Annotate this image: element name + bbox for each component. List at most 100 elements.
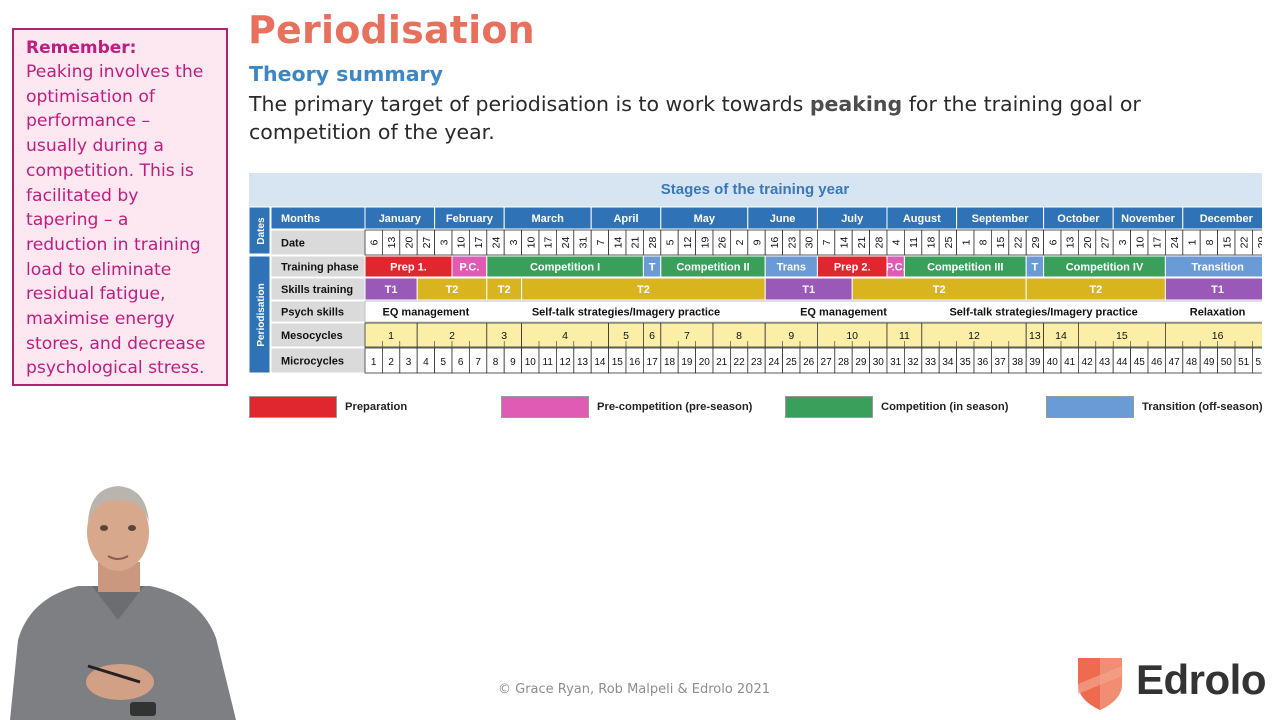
date-label: 10 bbox=[456, 237, 468, 249]
microcycle-label: 22 bbox=[734, 357, 746, 368]
date-label: 7 bbox=[821, 239, 833, 245]
month-header: June bbox=[770, 213, 796, 225]
month-header: September bbox=[972, 213, 1030, 225]
skills-training-cell bbox=[1164, 277, 1262, 301]
microcycle-label: 28 bbox=[838, 357, 850, 368]
date-label: 24 bbox=[1169, 237, 1181, 249]
date-label: 17 bbox=[473, 237, 485, 249]
microcycle-label: 14 bbox=[594, 357, 606, 368]
remember-line: usually during a bbox=[26, 136, 164, 157]
legend-swatch-transition bbox=[1046, 396, 1134, 418]
skills-training-label: T2 bbox=[446, 284, 459, 296]
legend-swatch-precompetition bbox=[501, 396, 589, 418]
section-subtitle: Theory summary bbox=[249, 62, 443, 86]
microcycle-label: 29 bbox=[855, 357, 867, 368]
psych-skills-label: Relaxation bbox=[1190, 307, 1246, 319]
mesocycle-label: 3 bbox=[501, 330, 507, 342]
mesocycle-label: 15 bbox=[1116, 330, 1128, 342]
month-header: April bbox=[613, 213, 638, 225]
training-phase-label: Competition II bbox=[676, 262, 749, 274]
row-label: Months bbox=[281, 213, 320, 225]
date-label: 10 bbox=[525, 237, 537, 249]
table-title: Stages of the training year bbox=[661, 181, 850, 198]
date-label: 30 bbox=[804, 237, 816, 249]
microcycle-label: 35 bbox=[960, 357, 972, 368]
date-cell bbox=[1252, 229, 1262, 256]
date-label: 14 bbox=[612, 237, 624, 249]
microcycle-label: 21 bbox=[716, 357, 728, 368]
psych-skills-label: EQ management bbox=[382, 307, 469, 319]
remember-line: maximise energy bbox=[26, 309, 175, 330]
skills-training-label: T2 bbox=[933, 284, 946, 296]
microcycle-label: 16 bbox=[629, 357, 641, 368]
side-label-dates: Dates bbox=[256, 217, 267, 245]
microcycle-label: 27 bbox=[821, 357, 833, 368]
remember-box: Remember: Peaking involves the optimisati… bbox=[12, 28, 228, 386]
date-label: 22 bbox=[1013, 237, 1025, 249]
row-label: Microcycles bbox=[281, 356, 344, 368]
remember-line: reduction in training bbox=[26, 234, 201, 255]
training-phase-label: P.C. bbox=[459, 262, 479, 274]
legend-label-competition: Competition (in season) bbox=[881, 401, 1009, 413]
microcycle-label: 49 bbox=[1203, 357, 1215, 368]
psych-row-outline bbox=[364, 300, 1262, 323]
remember-line: Peaking involves the bbox=[26, 62, 204, 82]
psych-skills-label: Self-talk strategies/Imagery practice bbox=[532, 307, 720, 319]
microcycle-label: 51 bbox=[1238, 357, 1250, 368]
remember-line: load to eliminate bbox=[26, 259, 172, 280]
microcycle-label: 3 bbox=[406, 357, 412, 368]
remember-line: optimisation of bbox=[26, 86, 155, 107]
date-label: 3 bbox=[508, 239, 520, 245]
date-label: 20 bbox=[1082, 237, 1094, 249]
date-label: 23 bbox=[786, 237, 798, 249]
microcycle-label: 30 bbox=[873, 357, 885, 368]
date-label: 11 bbox=[908, 237, 920, 248]
microcycle-label: 40 bbox=[1047, 357, 1059, 368]
mesocycle-label: 4 bbox=[562, 330, 568, 342]
training-year-table: Stages of the training year Dates Periodis… bbox=[249, 173, 1262, 376]
date-label: 4 bbox=[891, 239, 903, 245]
remember-line: performance – bbox=[26, 111, 151, 132]
skills-training-label: T2 bbox=[498, 284, 511, 296]
microcycle-label: 25 bbox=[786, 357, 798, 368]
legend-swatch-preparation bbox=[249, 396, 337, 418]
date-label: 8 bbox=[978, 239, 990, 245]
training-phase-label: Prep 1. bbox=[390, 262, 427, 274]
month-header-cell bbox=[1182, 206, 1262, 230]
presenter-illustration bbox=[0, 470, 240, 720]
remember-line: psychological stress. bbox=[26, 358, 205, 379]
microcycle-label: 17 bbox=[647, 357, 659, 368]
date-label: 21 bbox=[856, 237, 868, 249]
remember-line: facilitated by bbox=[26, 185, 139, 206]
edrolo-shield-icon bbox=[1078, 658, 1122, 710]
mesocycle-label: 11 bbox=[899, 330, 910, 342]
month-header: August bbox=[903, 213, 941, 225]
remember-line: residual fatigue, bbox=[26, 284, 166, 305]
mesocycle-label: 5 bbox=[623, 330, 629, 342]
date-label: 26 bbox=[717, 237, 729, 249]
date-label: 15 bbox=[1221, 237, 1233, 249]
month-header: November bbox=[1121, 213, 1176, 225]
date-label: 22 bbox=[1239, 237, 1251, 249]
date-label: 28 bbox=[647, 237, 659, 249]
microcycle-label: 26 bbox=[803, 357, 815, 368]
microcycle-label: 2 bbox=[388, 357, 394, 368]
mesocycle-label: 10 bbox=[846, 330, 858, 342]
training-phase-label: P.C. bbox=[886, 262, 906, 274]
date-label: 9 bbox=[752, 239, 764, 245]
training-phase-label: Transition bbox=[1191, 262, 1244, 274]
table-title-band bbox=[249, 173, 1262, 207]
legend-label-preparation: Preparation bbox=[345, 401, 408, 413]
microcycle-label: 11 bbox=[543, 357, 554, 368]
date-label: 6 bbox=[369, 239, 381, 245]
edrolo-wordmark: Edrolo bbox=[1136, 656, 1267, 703]
microcycle-label: 10 bbox=[525, 357, 537, 368]
mesocycle-cell bbox=[521, 322, 610, 348]
month-header: January bbox=[379, 213, 422, 225]
month-header: March bbox=[531, 213, 564, 225]
mesocycle-cell bbox=[364, 322, 418, 348]
microcycle-label: 20 bbox=[699, 357, 711, 368]
microcycle-label: 39 bbox=[1029, 357, 1041, 368]
month-header: May bbox=[694, 213, 716, 225]
microcycle-label: 50 bbox=[1221, 357, 1233, 368]
